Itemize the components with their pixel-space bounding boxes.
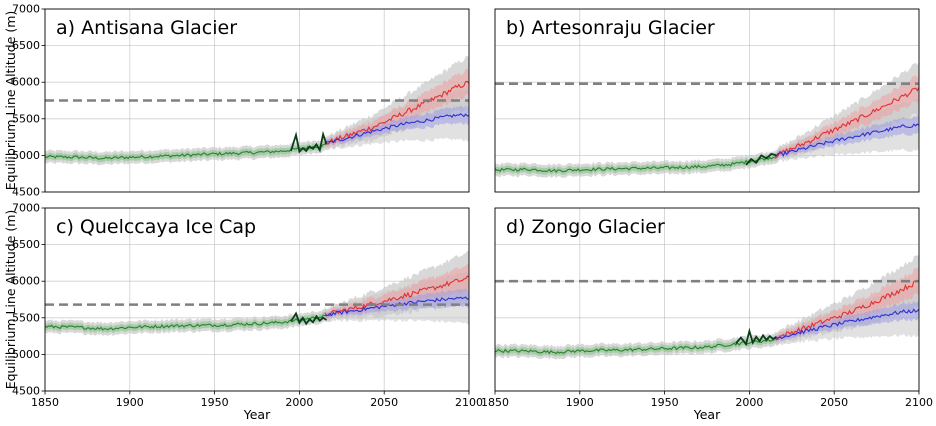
high-emission-series-line xyxy=(324,80,469,145)
high-emission-band xyxy=(774,74,919,162)
panel-frame xyxy=(44,207,470,392)
panel-title: a) Antisana Glacier xyxy=(56,17,237,39)
y-tick-label: 6000 xyxy=(12,76,40,89)
historical-series-line xyxy=(45,143,325,160)
panel-frame xyxy=(494,8,920,193)
historical-series-line xyxy=(495,156,775,173)
y-axis-label-bottom: Equilibrium Line Altitude (m) xyxy=(3,210,18,390)
panel-title: c) Quelccaya Ice Cap xyxy=(56,216,256,238)
panel-frame xyxy=(494,207,920,392)
x-tick-label: 1900 xyxy=(116,396,144,409)
panel-2: b) Artesonraju Glacier xyxy=(494,8,920,193)
panel-title: d) Zongo Glacier xyxy=(506,216,665,238)
x-tick-label: 2050 xyxy=(370,396,398,409)
y-tick-label: 7000 xyxy=(12,202,40,215)
observed-series-line xyxy=(745,152,777,166)
y-axis-label-top: Equilibrium Line Altitude (m) xyxy=(3,11,18,191)
x-axis-label-right: Year xyxy=(693,407,721,422)
y-tick-label: 5000 xyxy=(12,348,40,361)
x-tick-label: 1950 xyxy=(651,396,679,409)
plot-area xyxy=(45,208,469,391)
high-emission-series-line xyxy=(774,86,919,159)
y-tick-label: 6500 xyxy=(12,238,40,251)
y-tick-label: 6000 xyxy=(12,275,40,288)
x-tick-label: 2100 xyxy=(455,396,483,409)
y-tick-label: 5500 xyxy=(12,311,40,324)
y-tick-label: 6500 xyxy=(12,39,40,52)
historical-series-line xyxy=(45,314,325,331)
low-emission-series-line xyxy=(774,308,919,340)
y-tick-label: 4500 xyxy=(12,186,40,199)
low-emission-series-line xyxy=(774,123,919,157)
high-emission-band xyxy=(324,68,469,148)
observed-series-line xyxy=(290,311,327,326)
panel-title: b) Artesonraju Glacier xyxy=(506,17,715,39)
y-tick-label: 5000 xyxy=(12,149,40,162)
historical-series-line xyxy=(495,338,775,355)
y-tick-label: 5500 xyxy=(12,112,40,125)
x-tick-label: 1900 xyxy=(566,396,594,409)
observed-series-line xyxy=(735,327,777,347)
plot-area xyxy=(45,9,469,192)
x-tick-label: 2100 xyxy=(905,396,933,409)
x-axis-label-left: Year xyxy=(243,407,271,422)
low-emission-band xyxy=(774,115,919,159)
x-tick-label: 1950 xyxy=(201,396,229,409)
y-tick-label: 7000 xyxy=(12,3,40,16)
x-tick-label: 1850 xyxy=(31,396,59,409)
panel-3: c) Quelccaya Ice Cap 4500 5000 5500 6000 6500… xyxy=(12,202,483,410)
historical-band xyxy=(45,312,325,334)
observed-series-line xyxy=(290,130,328,154)
x-tick-label: 2000 xyxy=(285,396,313,409)
high-emission-series-line xyxy=(324,275,469,317)
high-emission-band xyxy=(774,268,919,343)
panel-4: d) Zongo Glacier 1850 1900 1950 2000 2050 2100 xyxy=(481,207,933,409)
x-tick-label: 2000 xyxy=(735,396,763,409)
x-tick-label: 2050 xyxy=(820,396,848,409)
plot-area xyxy=(495,9,919,192)
high-emission-series-line xyxy=(774,280,919,341)
historical-band xyxy=(495,154,775,176)
panel-1: a) Antisana Glacier 4500 5000 5500 6000 6500 7… xyxy=(12,3,470,199)
y-tick-label: 4500 xyxy=(12,385,40,398)
panel-frame xyxy=(44,8,470,193)
plot-area xyxy=(495,208,919,391)
x-tick-label: 1850 xyxy=(481,396,509,409)
low-emission-series-line xyxy=(324,112,469,145)
